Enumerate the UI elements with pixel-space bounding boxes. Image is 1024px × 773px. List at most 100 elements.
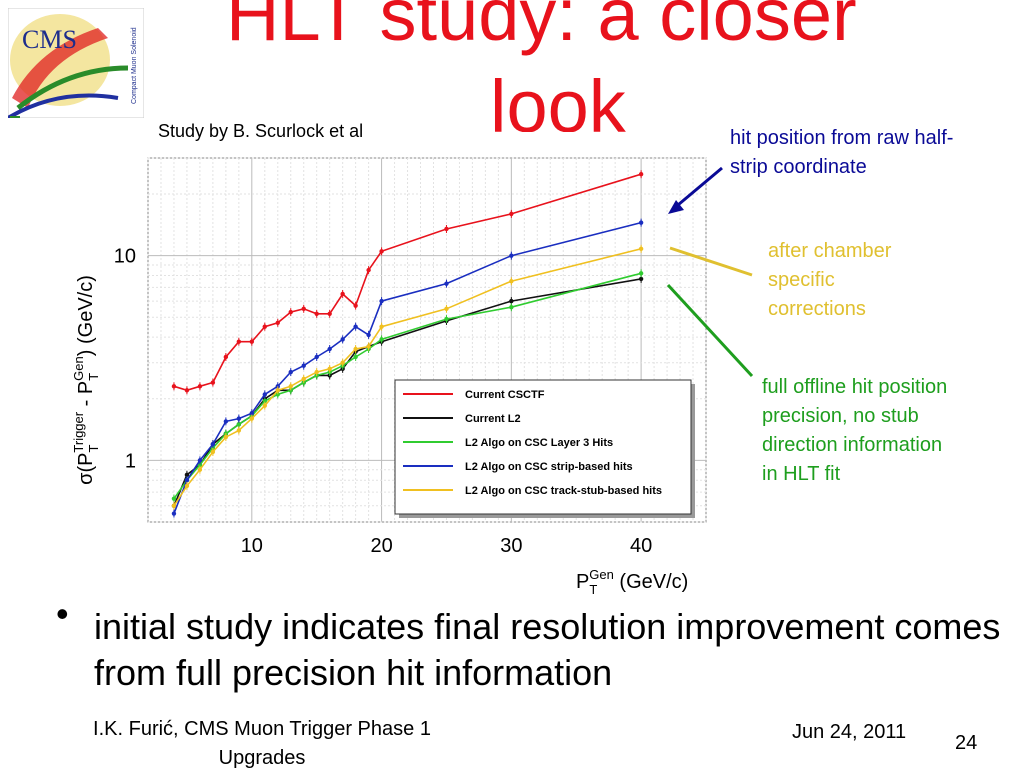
data-point bbox=[249, 411, 255, 416]
study-credit: Study by B. Scurlock et al bbox=[158, 121, 364, 141]
arrow-raw bbox=[671, 166, 723, 212]
data-point bbox=[288, 369, 293, 375]
data-point bbox=[288, 384, 293, 389]
data-point bbox=[638, 246, 644, 252]
logo-text: CMS bbox=[22, 25, 77, 54]
data-point bbox=[444, 281, 449, 286]
data-point bbox=[638, 271, 644, 276]
data-point bbox=[444, 316, 449, 322]
data-point bbox=[210, 380, 216, 385]
bullet-dot: • bbox=[56, 593, 69, 634]
data-point bbox=[509, 211, 514, 217]
legend-entry: L2 Algo on CSC strip-based hits bbox=[465, 461, 633, 473]
data-point bbox=[223, 354, 229, 360]
data-point bbox=[314, 369, 319, 375]
data-point bbox=[509, 279, 514, 284]
data-point bbox=[638, 172, 644, 177]
series-line bbox=[173, 173, 642, 392]
x-tick-label: 40 bbox=[630, 535, 652, 557]
data-point bbox=[379, 337, 384, 342]
data-point bbox=[288, 309, 293, 315]
data-point bbox=[184, 483, 190, 489]
data-point bbox=[509, 298, 514, 304]
data-point bbox=[366, 332, 371, 338]
legend-entry: L2 Algo on CSC Layer 3 Hits bbox=[465, 437, 613, 449]
data-point bbox=[223, 419, 229, 424]
data-point bbox=[262, 392, 267, 397]
data-point bbox=[353, 324, 358, 329]
annotation-chamber-corrections: after chamber specific corrections bbox=[768, 240, 892, 320]
footer-author: I.K. Furić, CMS Muon Trigger Phase 1 Upg… bbox=[93, 718, 431, 769]
data-point bbox=[301, 363, 306, 368]
data-point bbox=[314, 354, 319, 360]
data-point bbox=[236, 339, 242, 344]
legend-entry: Current L2 bbox=[465, 413, 521, 425]
data-point bbox=[379, 249, 384, 254]
arrow-chamber bbox=[669, 246, 753, 277]
data-point bbox=[197, 458, 203, 463]
data-point bbox=[379, 324, 384, 329]
series-line bbox=[173, 272, 642, 500]
data-point bbox=[171, 511, 177, 516]
data-point bbox=[249, 339, 255, 344]
data-point bbox=[638, 276, 644, 282]
data-point bbox=[236, 428, 242, 433]
data-point bbox=[353, 303, 358, 308]
annotation-offline-precision: full offline hit position precision, no … bbox=[762, 376, 948, 485]
data-point bbox=[236, 416, 242, 421]
bullet-text: initial study indicates final resolution… bbox=[94, 606, 1001, 693]
y-axis-label: σ(PTTrigger - PTGen) (GeV/c) bbox=[71, 275, 101, 485]
data-point bbox=[184, 388, 190, 393]
data-point bbox=[444, 306, 449, 312]
data-point bbox=[340, 291, 345, 297]
data-point bbox=[275, 388, 280, 393]
data-point bbox=[327, 366, 332, 372]
slide-title-line2: look bbox=[490, 70, 626, 132]
data-point bbox=[314, 311, 319, 317]
data-point bbox=[509, 305, 514, 310]
series-line bbox=[173, 221, 642, 514]
x-tick-label: 10 bbox=[241, 535, 263, 557]
data-point bbox=[171, 496, 177, 501]
x-tick-label: 30 bbox=[500, 535, 522, 557]
data-point bbox=[262, 398, 267, 404]
data-point bbox=[327, 346, 332, 352]
page-number: 24 bbox=[955, 732, 978, 754]
legend-entry: Current CSCTF bbox=[465, 389, 545, 401]
annotation-raw-halfstrip: hit position from raw half-strip coordin… bbox=[730, 127, 954, 178]
arrow-offline bbox=[666, 283, 754, 378]
y-tick-label: 10 bbox=[114, 246, 136, 268]
series-line bbox=[173, 248, 642, 507]
cms-logo: CMS Compact Muon Solenoid bbox=[8, 8, 144, 118]
data-point bbox=[249, 416, 255, 421]
data-point bbox=[275, 392, 280, 397]
data-point bbox=[171, 384, 177, 389]
data-point bbox=[197, 467, 203, 472]
data-point bbox=[210, 441, 216, 447]
data-point bbox=[210, 449, 216, 455]
x-axis-label: PTGen (GeV/c) bbox=[576, 567, 688, 597]
footer-date: Jun 24, 2011 bbox=[792, 721, 907, 743]
data-point bbox=[197, 384, 203, 389]
data-point bbox=[366, 267, 371, 273]
data-point bbox=[327, 311, 332, 317]
data-point bbox=[340, 360, 345, 365]
arrowhead-raw bbox=[668, 200, 684, 214]
data-point bbox=[353, 354, 358, 360]
data-point bbox=[638, 220, 644, 225]
x-tick-label: 20 bbox=[370, 535, 392, 557]
legend-entry: L2 Algo on CSC track-stub-based hits bbox=[465, 485, 662, 497]
data-point bbox=[223, 434, 229, 440]
data-point bbox=[171, 503, 177, 508]
y-tick-label: 1 bbox=[125, 450, 136, 472]
data-point bbox=[379, 298, 384, 304]
data-point bbox=[197, 462, 203, 468]
data-point bbox=[509, 253, 514, 258]
data-point bbox=[366, 344, 371, 349]
data-point bbox=[262, 403, 267, 408]
data-point bbox=[236, 422, 242, 427]
data-point bbox=[275, 320, 280, 325]
data-point bbox=[353, 346, 358, 352]
slide-title: HLT study: a closer bbox=[226, 0, 857, 56]
